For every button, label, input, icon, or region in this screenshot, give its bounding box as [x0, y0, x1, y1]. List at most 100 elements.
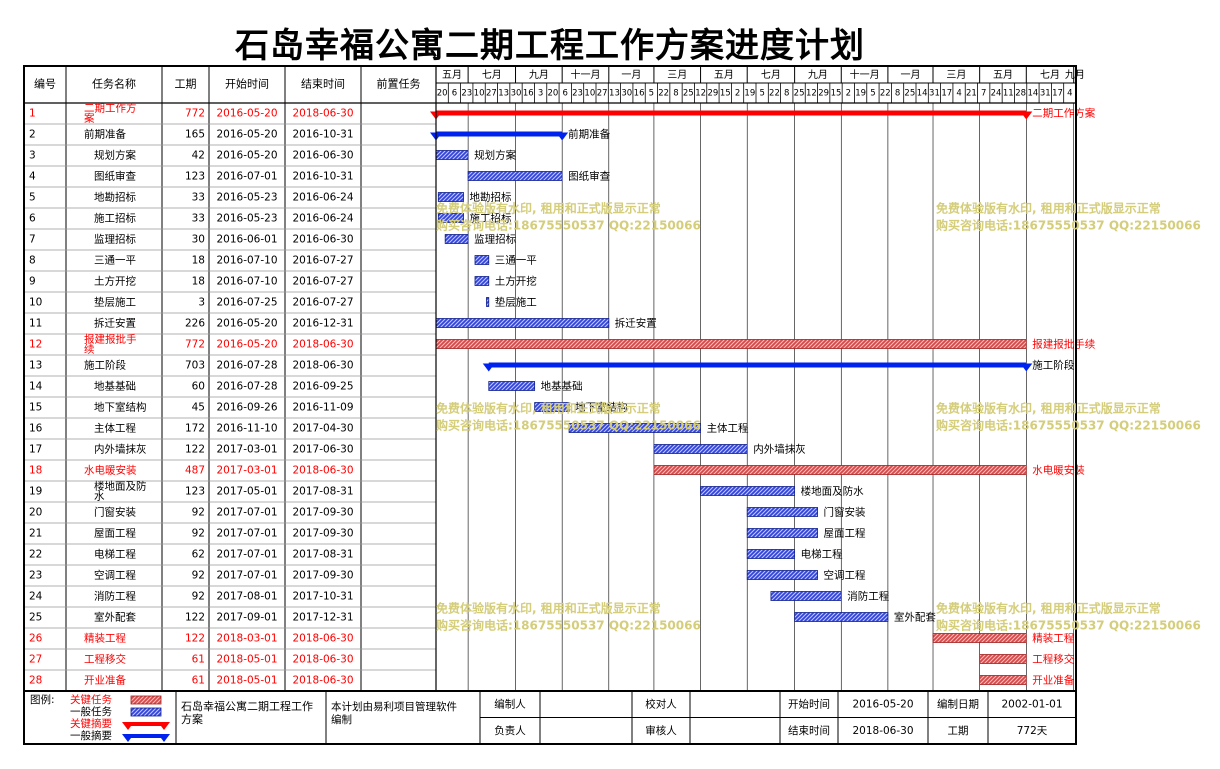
- task-start: 2016-05-23: [216, 213, 277, 225]
- task-id: 2: [29, 129, 36, 141]
- day-label: 8: [673, 89, 678, 99]
- project-name: 石岛幸福公寓二期工程工作: [181, 699, 313, 713]
- task-name: 报建报批手: [84, 333, 137, 346]
- task-end: 2018-06-30: [292, 675, 353, 687]
- bar-label: 监理招标: [474, 233, 516, 246]
- month-label: 七月: [482, 69, 502, 81]
- task-duration: 3: [198, 297, 205, 309]
- task-id: 15: [29, 402, 42, 414]
- task-name: 二期工作方: [84, 102, 137, 115]
- task-name: 土方开挖: [94, 275, 136, 288]
- task-duration: 123: [185, 486, 205, 498]
- task-bar: [474, 276, 490, 286]
- day-label: 22: [880, 89, 891, 99]
- day-label: 5: [759, 89, 764, 99]
- task-name: 工程移交: [84, 653, 126, 666]
- task-duration: 226: [185, 318, 205, 330]
- task-end: 2017-04-30: [292, 423, 353, 435]
- task-start: 2016-05-20: [216, 108, 277, 120]
- task-name: 主体工程: [94, 423, 136, 435]
- task-bar: [770, 591, 842, 601]
- bar-label: 前期准备: [568, 128, 610, 141]
- task-name: 水电暖安装: [84, 464, 137, 477]
- bar-label: 消防工程: [847, 590, 889, 603]
- bar-label: 图纸审查: [568, 170, 610, 183]
- day-label: 10: [474, 89, 485, 99]
- task-end: 2016-06-30: [292, 234, 353, 246]
- task-id: 6: [29, 213, 36, 225]
- task-bar: [979, 654, 1027, 664]
- task-name: 垫层施工: [94, 296, 136, 309]
- task-duration: 62: [192, 549, 205, 561]
- checker-label: 校对人: [645, 697, 677, 710]
- page-title: 石岛幸福公寓二期工程工作方案进度计划: [235, 26, 865, 66]
- task-bar: [746, 570, 818, 580]
- task-id: 3: [29, 150, 36, 162]
- task-start: 2016-06-01: [216, 234, 277, 246]
- software-note-cont: 编制: [331, 713, 352, 726]
- task-bar: [474, 255, 490, 265]
- task-name: 开业准备: [84, 674, 126, 687]
- watermark-text: 购买咨询电话:18675550537 QQ:22150066: [936, 618, 1201, 633]
- task-name: 图纸审查: [94, 170, 136, 183]
- legend-critical-summary-swatch: [128, 722, 164, 726]
- task-start: 2017-07-01: [216, 528, 277, 540]
- day-label: 6: [452, 89, 457, 99]
- bar-label: 空调工程: [824, 569, 866, 582]
- task-duration: 123: [185, 171, 205, 183]
- day-label: 12: [806, 89, 817, 99]
- legend-label: 图例:: [30, 693, 55, 706]
- task-bar: [486, 297, 490, 307]
- month-label: 五月: [442, 69, 462, 81]
- watermark-text: 购买咨询电话:18675550537 QQ:22150066: [936, 418, 1201, 433]
- task-duration: 92: [192, 591, 205, 603]
- day-label: 2: [735, 89, 740, 99]
- bar-label: 地下室结构: [575, 401, 628, 414]
- legend-critical-summary-marker: [158, 722, 170, 730]
- bar-label: 楼地面及防水: [801, 485, 864, 498]
- task-duration: 18: [192, 276, 205, 288]
- task-name: 监理招标: [94, 233, 136, 246]
- task-end: 2017-12-31: [292, 612, 353, 624]
- day-label: 4: [956, 89, 961, 99]
- day-label: 27: [597, 89, 608, 99]
- day-label: 19: [744, 89, 755, 99]
- bar-label: 土方开挖: [495, 275, 537, 288]
- day-label: 29: [818, 89, 829, 99]
- task-duration: 42: [192, 150, 205, 162]
- task-end: 2016-07-27: [292, 297, 353, 309]
- task-start: 2016-09-26: [216, 402, 277, 414]
- task-end: 2016-07-27: [292, 276, 353, 288]
- task-name: 门窗安装: [94, 506, 136, 519]
- task-start: 2016-07-25: [216, 297, 277, 309]
- legend-critical-summary-marker: [122, 722, 134, 730]
- task-start: 2016-07-01: [216, 171, 277, 183]
- task-bar: [467, 171, 563, 181]
- start-value: 2016-05-20: [852, 698, 913, 710]
- day-label: 24: [991, 89, 1002, 99]
- task-name: 室外配套: [94, 611, 136, 624]
- bar-label: 水电暖安装: [1032, 464, 1085, 477]
- task-name: 楼地面及防: [94, 480, 147, 493]
- task-bar: [435, 339, 1027, 349]
- task-end: 2017-09-30: [292, 507, 353, 519]
- legend-normal-summary-swatch: [128, 734, 164, 738]
- task-name: 地勘招标: [94, 191, 136, 204]
- start-label: 开始时间: [788, 697, 830, 710]
- bar-label: 工程移交: [1032, 653, 1074, 666]
- day-label: 11: [1003, 89, 1014, 99]
- watermark-text: 购买咨询电话:18675550537 QQ:22150066: [936, 218, 1201, 233]
- day-label: 27: [486, 89, 497, 99]
- task-id: 5: [29, 192, 36, 204]
- task-duration: 60: [192, 381, 205, 393]
- column-header: 工期: [175, 78, 197, 91]
- owner-label: 负责人: [494, 724, 526, 737]
- day-label: 28: [1015, 89, 1026, 99]
- month-label: 七月: [1040, 69, 1060, 81]
- bar-label: 地勘招标: [470, 191, 512, 204]
- task-end: 2016-06-30: [292, 150, 353, 162]
- task-id: 12: [29, 339, 42, 351]
- summary-bar: [488, 362, 1027, 368]
- legend-normal-summary-marker: [158, 734, 170, 742]
- task-bar: [534, 402, 570, 412]
